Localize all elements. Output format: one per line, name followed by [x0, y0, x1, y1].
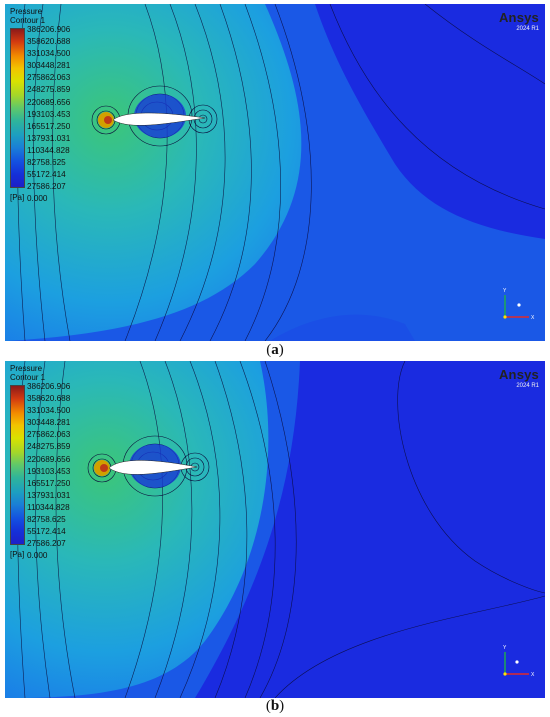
legend-title: Pressure Contour 1	[10, 364, 46, 382]
legend-tick: 331034.500	[27, 49, 71, 59]
legend-tick: 248275.859	[27, 442, 71, 452]
legend-tick: 110344.828	[27, 145, 70, 155]
svg-text:X: X	[531, 315, 535, 321]
airfoil-shape	[108, 460, 198, 475]
legend-tick: 303448.281	[27, 61, 71, 71]
legend-tick: 165517.250	[27, 121, 71, 131]
legend-tick: 331034.500	[27, 406, 71, 416]
xyz-axis-triad-icon: Y X	[503, 645, 535, 678]
caption-letter: b	[270, 698, 280, 714]
brand-name: Ansys	[498, 10, 539, 25]
legend-title: Pressure Contour 1	[10, 7, 46, 25]
svg-text:X: X	[531, 672, 535, 678]
legend-ticks: 386206.906 358620.688 331034.500 303448.…	[27, 381, 70, 562]
legend-unit: [Pa]	[10, 550, 25, 559]
legend-tick: 137931.031	[27, 490, 71, 500]
pressure-contour-field-b	[5, 361, 545, 698]
contour-panel-a: Pressure Contour 1 386206.906 358620.688…	[5, 4, 545, 341]
legend-tick: 193103.453	[27, 109, 71, 119]
airfoil-shape	[112, 112, 206, 126]
pressure-contour-field-a	[5, 4, 545, 341]
ansys-logo: Ansys 2024 R1	[499, 10, 539, 32]
legend-unit: [Pa]	[10, 193, 25, 202]
caption-letter: a	[271, 342, 279, 358]
brand-name: Ansys	[498, 367, 539, 382]
legend-tick: 0.000	[27, 551, 48, 561]
xyz-axis-triad-icon: Y X	[503, 288, 535, 321]
contour-panel-b: Pressure Contour 1 386206.906 358620.688…	[5, 361, 545, 698]
legend-tick: 27586.207	[27, 182, 66, 192]
legend-tick: 55172.414	[27, 170, 66, 180]
legend-tick: 110344.828	[27, 502, 70, 512]
legend-tick: 275862.063	[27, 430, 71, 440]
ansys-logo: Ansys 2024 R1	[499, 367, 539, 389]
legend-tick: 193103.453	[27, 466, 71, 476]
color-bar	[10, 28, 25, 188]
legend-tick: 275862.063	[27, 73, 71, 83]
legend-tick: 303448.281	[27, 418, 71, 428]
svg-text:Y: Y	[503, 288, 507, 294]
legend-tick: 165517.250	[27, 478, 71, 488]
legend-tick: 220689.656	[27, 97, 71, 107]
legend-tick: 358620.688	[27, 37, 71, 47]
color-bar	[10, 385, 25, 545]
legend-tick: 137931.031	[27, 133, 71, 143]
legend-tick: 0.000	[27, 194, 48, 204]
legend-tick: 386206.906	[27, 382, 71, 391]
legend-tick: 220689.656	[27, 454, 71, 464]
legend-tick: 82758.625	[27, 515, 66, 525]
caption-a: (a)	[266, 342, 284, 358]
svg-text:Y: Y	[503, 645, 507, 651]
legend-tick: 358620.688	[27, 394, 71, 404]
legend-tick: 248275.859	[27, 85, 71, 95]
legend-tick: 386206.906	[27, 25, 71, 34]
legend-ticks: 386206.906 358620.688 331034.500 303448.…	[27, 24, 70, 205]
brand-version: 2024 R1	[516, 383, 539, 389]
legend-tick: 55172.414	[27, 527, 66, 537]
brand-version: 2024 R1	[516, 26, 539, 32]
legend-tick: 27586.207	[27, 539, 66, 549]
legend-tick: 82758.625	[27, 158, 66, 168]
caption-b: (b)	[265, 698, 285, 714]
